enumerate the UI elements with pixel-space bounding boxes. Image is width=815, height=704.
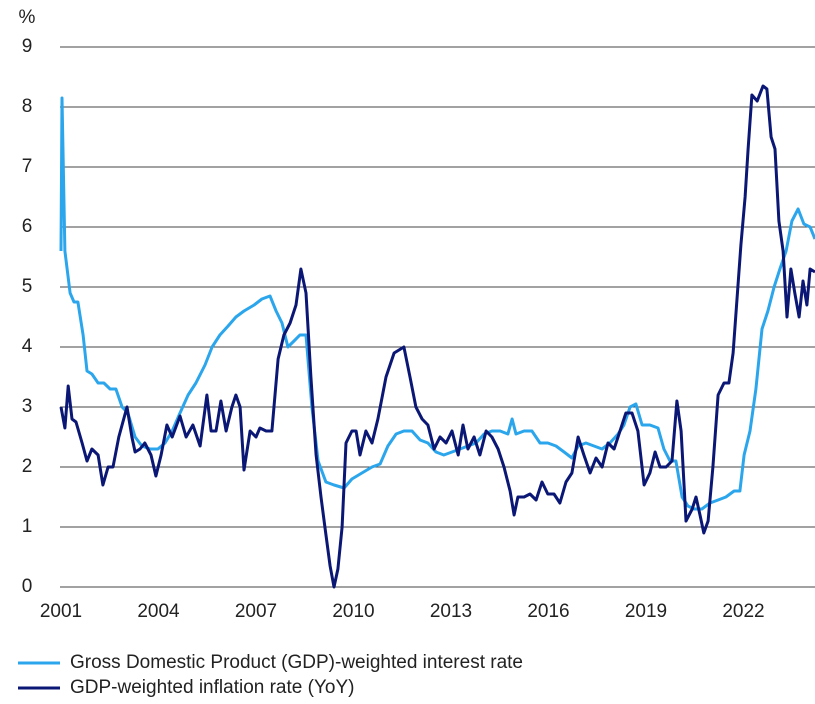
x-tick-label: 2022 [722,601,764,622]
legend-label: GDP-weighted inflation rate (YoY) [70,677,354,698]
legend-label: Gross Domestic Product (GDP)-weighted in… [70,652,523,673]
y-tick-label: 9 [22,36,33,57]
series-line [59,84,815,589]
x-tick-label: 2001 [40,601,82,622]
x-tick-label: 2010 [332,601,374,622]
y-tick-label: 7 [22,156,33,177]
y-tick-label: 8 [22,96,33,117]
y-tick-label: 4 [22,336,33,357]
y-tick-label: 2 [22,456,33,477]
x-tick-label: 2016 [527,601,569,622]
y-tick-label: 0 [22,576,33,597]
series-line [59,96,815,511]
y-tick-label: 3 [22,396,33,417]
y-unit-label: % [19,7,36,28]
y-tick-label: 1 [22,516,33,537]
y-tick-label: 5 [22,276,33,297]
x-tick-label: 2019 [625,601,667,622]
x-tick-label: 2007 [235,601,277,622]
x-tick-label: 2004 [137,601,180,622]
y-tick-label: 6 [22,216,33,237]
x-tick-label: 2013 [430,601,472,622]
